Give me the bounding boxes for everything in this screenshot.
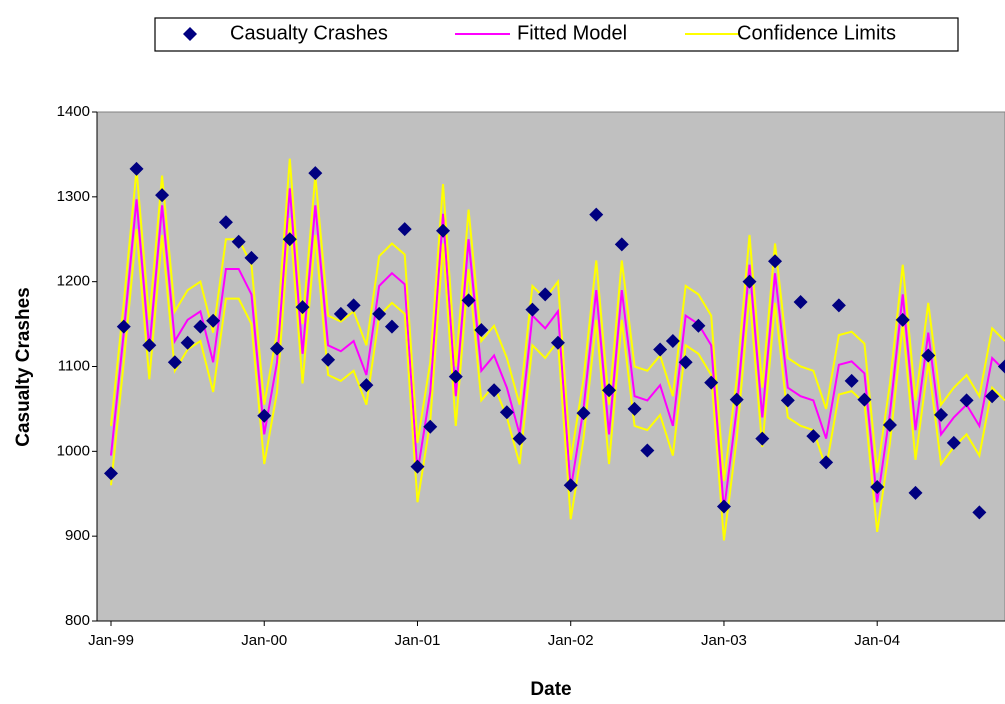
x-axis-title: Date bbox=[530, 679, 571, 700]
y-tick-label: 1100 bbox=[58, 357, 90, 374]
data-point bbox=[487, 383, 502, 398]
legend-label: Casualty Crashes bbox=[230, 22, 388, 44]
data-point bbox=[985, 389, 1000, 404]
y-tick-label: 800 bbox=[65, 612, 90, 629]
data-point bbox=[346, 298, 361, 313]
data-point bbox=[768, 254, 783, 269]
data-point bbox=[474, 323, 489, 338]
data-point bbox=[665, 334, 680, 349]
legend-label: Confidence Limits bbox=[737, 22, 896, 44]
data-point bbox=[895, 312, 910, 327]
data-point bbox=[282, 232, 297, 247]
data-point bbox=[704, 375, 719, 390]
x-tick-label: Jan-02 bbox=[548, 632, 594, 649]
x-tick-label: Jan-00 bbox=[241, 632, 287, 649]
data-point bbox=[831, 298, 846, 313]
data-point bbox=[563, 478, 578, 493]
data-point bbox=[806, 429, 821, 444]
data-point bbox=[308, 166, 323, 181]
data-point bbox=[972, 505, 987, 520]
data-point bbox=[691, 318, 706, 333]
data-point bbox=[167, 355, 182, 370]
data-point bbox=[576, 406, 591, 421]
data-point bbox=[908, 485, 923, 500]
y-tick-label: 1000 bbox=[57, 442, 90, 459]
data-point bbox=[423, 419, 438, 434]
data-point bbox=[104, 466, 118, 481]
data-point bbox=[436, 223, 451, 238]
data-point bbox=[359, 378, 374, 393]
fitted-line bbox=[110, 188, 1005, 511]
y-tick-label: 900 bbox=[65, 527, 90, 544]
data-point bbox=[716, 499, 731, 514]
data-point bbox=[882, 418, 897, 433]
data-point bbox=[653, 342, 668, 357]
data-point bbox=[959, 393, 974, 408]
data-point bbox=[870, 479, 885, 494]
data-point bbox=[206, 313, 221, 328]
legend-label: Fitted Model bbox=[517, 22, 627, 44]
data-point bbox=[602, 383, 617, 398]
data-point bbox=[538, 287, 553, 302]
x-tick-label: Jan-99 bbox=[88, 632, 134, 649]
data-point bbox=[729, 392, 744, 407]
data-point bbox=[780, 393, 795, 408]
data-point bbox=[244, 250, 259, 265]
data-point bbox=[755, 431, 770, 446]
y-tick-label: 1200 bbox=[57, 273, 90, 290]
data-point bbox=[257, 408, 272, 423]
data-point bbox=[333, 306, 348, 321]
data-point bbox=[193, 319, 208, 334]
y-tick-label: 1400 bbox=[57, 103, 90, 120]
data-point bbox=[384, 319, 399, 334]
data-point bbox=[589, 207, 604, 222]
data-point bbox=[129, 161, 144, 176]
data-point bbox=[640, 443, 655, 458]
data-point bbox=[155, 188, 170, 203]
data-point bbox=[142, 338, 157, 353]
data-point bbox=[218, 215, 233, 230]
data-point bbox=[627, 401, 642, 416]
plot-content bbox=[104, 158, 1005, 541]
confidence-line bbox=[110, 158, 1005, 482]
data-point bbox=[410, 459, 425, 474]
data-point bbox=[321, 352, 336, 367]
legend-marker bbox=[183, 27, 197, 41]
data-point bbox=[231, 234, 246, 249]
data-point bbox=[946, 435, 961, 450]
x-tick-label: Jan-01 bbox=[395, 632, 441, 649]
x-tick-label: Jan-03 bbox=[701, 632, 747, 649]
data-point bbox=[857, 392, 872, 407]
data-point bbox=[461, 293, 476, 308]
data-point bbox=[525, 302, 540, 317]
data-point bbox=[372, 306, 387, 321]
legend-box bbox=[154, 17, 959, 52]
y-tick-label: 1300 bbox=[57, 188, 90, 205]
data-point bbox=[793, 295, 808, 310]
data-point bbox=[921, 348, 936, 363]
data-point bbox=[499, 405, 514, 420]
data-point bbox=[116, 319, 131, 334]
data-point bbox=[397, 222, 412, 237]
data-point bbox=[448, 369, 463, 384]
data-point bbox=[934, 407, 949, 422]
data-point bbox=[270, 341, 285, 356]
data-point bbox=[844, 373, 859, 388]
data-point bbox=[295, 300, 310, 315]
data-point bbox=[550, 335, 565, 350]
data-point bbox=[819, 455, 834, 470]
data-point bbox=[742, 274, 757, 289]
data-point bbox=[997, 359, 1005, 374]
y-axis-title: Casualty Crashes bbox=[13, 287, 34, 446]
data-point bbox=[512, 431, 527, 446]
data-point bbox=[678, 355, 693, 370]
data-point bbox=[180, 335, 195, 350]
x-tick-label: Jan-04 bbox=[854, 632, 900, 649]
data-point bbox=[614, 237, 629, 252]
plot-area bbox=[96, 111, 1005, 622]
